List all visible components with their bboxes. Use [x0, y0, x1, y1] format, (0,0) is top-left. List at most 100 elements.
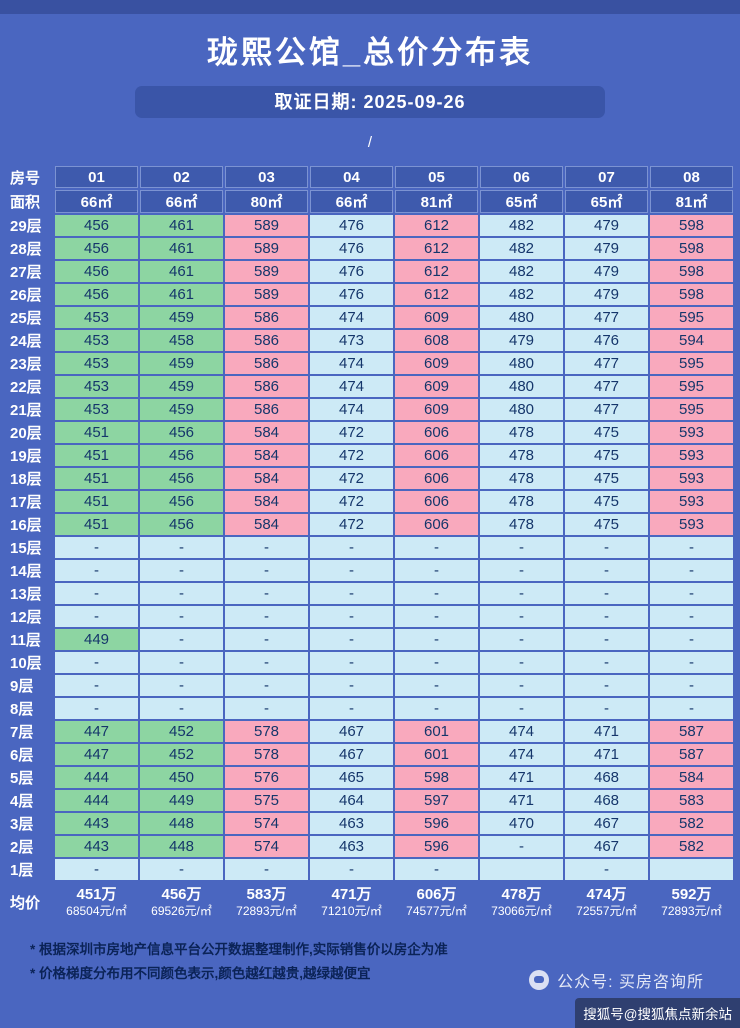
average-cell: 592万 72893元/㎡ [650, 882, 733, 922]
area-header-label: 面积 [10, 194, 41, 211]
price-cell: 598 [650, 238, 733, 259]
price-cell: 586 [225, 399, 308, 420]
floor-row: 6层 447 452 578 467 601 474 471 587 [7, 744, 733, 765]
price-cell: 451 [55, 491, 138, 512]
price-cell: - [310, 629, 393, 650]
price-cell: 475 [565, 445, 648, 466]
price-cell: - [225, 560, 308, 581]
price-cell: - [565, 606, 648, 627]
price-cell: 589 [225, 261, 308, 282]
price-cell: 601 [395, 721, 478, 742]
price-cell: 595 [650, 376, 733, 397]
price-cell: 472 [310, 491, 393, 512]
floor-label: 5层 [10, 770, 34, 787]
room-header-label: 房号 [10, 169, 41, 187]
average-cell: 606万 74577元/㎡ [395, 882, 478, 922]
area-value: 65㎡ [565, 190, 648, 213]
price-cell: - [140, 583, 223, 604]
price-cell: - [480, 560, 563, 581]
price-cell: 449 [55, 629, 138, 650]
price-cell: 447 [55, 744, 138, 765]
floor-label: 21层 [10, 402, 42, 419]
price-cell: 584 [650, 767, 733, 788]
price-cell: 451 [55, 422, 138, 443]
price-cell: 461 [140, 284, 223, 305]
average-cell: 456万 69526元/㎡ [140, 882, 223, 922]
top-strip [0, 0, 740, 14]
average-per-sqm: 72557元/㎡ [576, 904, 637, 918]
price-cell: 480 [480, 376, 563, 397]
price-cell: 443 [55, 836, 138, 857]
price-cell: 474 [310, 307, 393, 328]
price-cell: 589 [225, 215, 308, 236]
price-cell: 471 [480, 767, 563, 788]
price-cell: 443 [55, 813, 138, 834]
footnote-source: * 根据深圳市房地产信息平台公开数据整理制作,实际销售价以房企为准 [30, 942, 448, 957]
price-cell: 459 [140, 353, 223, 374]
average-cell: 478万 73066元/㎡ [480, 882, 563, 922]
price-cell: 456 [140, 491, 223, 512]
price-cell: 458 [140, 330, 223, 351]
price-cell: 476 [310, 284, 393, 305]
price-cell: 582 [650, 836, 733, 857]
price-cell: - [310, 675, 393, 696]
price-cell: 476 [565, 330, 648, 351]
average-cell: 451万 68504元/㎡ [55, 882, 138, 922]
price-cell: 456 [140, 422, 223, 443]
price-cell: 593 [650, 491, 733, 512]
price-cell: 593 [650, 514, 733, 535]
price-cell: 596 [395, 813, 478, 834]
floor-label: 8层 [10, 701, 34, 718]
wechat-icon [529, 970, 550, 990]
price-cell: 475 [565, 422, 648, 443]
floor-row: 7层 447 452 578 467 601 474 471 587 [7, 721, 733, 742]
price-cell: - [395, 537, 478, 558]
price-cell: 594 [650, 330, 733, 351]
average-total: 471万 [331, 886, 372, 903]
wechat-watermark: 公众号: 买房咨询所 [529, 968, 704, 992]
floor-label: 15层 [10, 540, 42, 557]
price-cell: 578 [225, 721, 308, 742]
price-cell: 606 [395, 422, 478, 443]
price-cell: 609 [395, 399, 478, 420]
price-cell: 475 [565, 514, 648, 535]
floor-row: 11层 449- - - - - - - [7, 629, 733, 650]
price-cell: 612 [395, 215, 478, 236]
floor-row: 2层 443 448 574 463 596-467 582 [7, 836, 733, 857]
page-title: 珑熙公馆_总价分布表 [206, 35, 534, 70]
price-cell: - [565, 583, 648, 604]
price-cell: 584 [225, 422, 308, 443]
average-per-sqm: 72893元/㎡ [661, 904, 722, 918]
price-cell: 478 [480, 468, 563, 489]
area-value: 66㎡ [310, 190, 393, 213]
price-cell: - [395, 560, 478, 581]
price-cell: 584 [225, 445, 308, 466]
floor-label: 6层 [10, 747, 34, 764]
price-cell: 456 [55, 261, 138, 282]
price-cell: 608 [395, 330, 478, 351]
floor-row: 25层 453 459 586 474 609 480 477 595 [7, 307, 733, 328]
price-cell: - [565, 560, 648, 581]
price-cell: - [650, 698, 733, 719]
price-cell: 452 [140, 744, 223, 765]
floor-label: 19层 [10, 448, 42, 465]
average-per-sqm: 68504元/㎡ [66, 904, 127, 918]
price-cell: - [140, 698, 223, 719]
floor-row: 22层 453 459 586 474 609 480 477 595 [7, 376, 733, 397]
room-number: 04 [310, 166, 393, 188]
area-value: 80㎡ [225, 190, 308, 213]
floor-row: 14层 - - - - - - - - [7, 560, 733, 581]
floor-label: 22层 [10, 379, 42, 396]
price-cell: - [650, 606, 733, 627]
average-per-sqm: 73066元/㎡ [491, 904, 552, 918]
price-cell: 597 [395, 790, 478, 811]
price-cell: - [480, 629, 563, 650]
price-cell: 451 [55, 445, 138, 466]
price-cell: - [55, 537, 138, 558]
price-cell: - [650, 537, 733, 558]
price-cell [650, 859, 733, 880]
floor-label: 3层 [10, 816, 34, 833]
price-cell: - [55, 583, 138, 604]
price-cell: 456 [55, 215, 138, 236]
floor-row: 17层 451 456 584 472 606 478 475 593 [7, 491, 733, 512]
